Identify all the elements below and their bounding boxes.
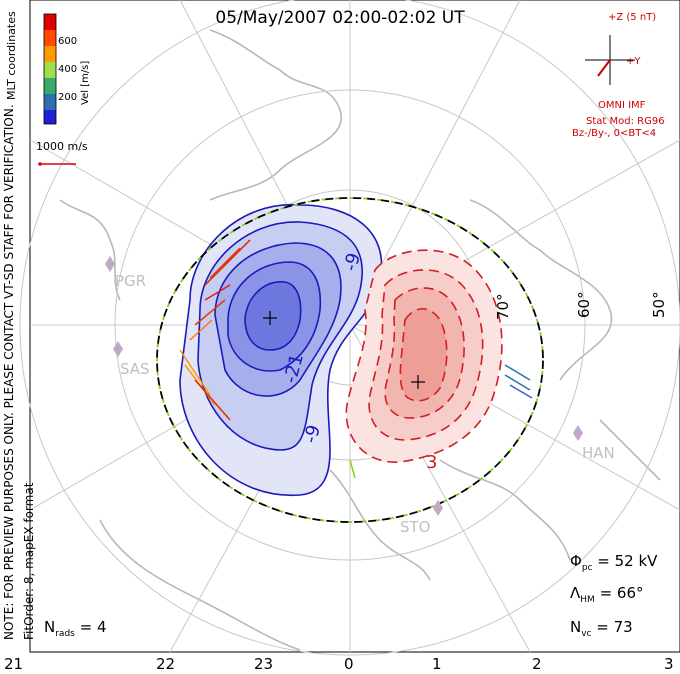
negative-potential-cell: [179, 203, 383, 496]
station-label-sto: STO: [400, 518, 431, 536]
n-rads-stat: Nrads = 4: [44, 618, 107, 639]
n-vc-stat: Nvc = 73: [570, 618, 633, 639]
lambda-hm-value: 66°: [616, 584, 644, 602]
fit-order-note: FitOrder: 8, mapEX format: [22, 482, 36, 640]
mlt-tick-2: 2: [532, 655, 542, 673]
mlt-tick-22: 22: [156, 655, 176, 673]
latitude-label-70: 70°: [494, 293, 512, 320]
colorbar-tick-400: 400: [58, 64, 78, 75]
mlt-tick-21: 21: [4, 655, 24, 673]
station-label-sas: SAS: [120, 360, 150, 378]
velocity-axis-label: Vel [m/s]: [80, 60, 91, 105]
mlt-tick-3: 3: [664, 655, 674, 673]
station-label-han: HAN: [582, 444, 615, 462]
phi-pc-value: 52 kV: [614, 552, 658, 570]
station-label-pgr: PGR: [115, 272, 147, 290]
latitude-label-60: 60°: [575, 291, 593, 318]
map-title: 05/May/2007 02:00-02:02 UT: [215, 8, 465, 28]
mlt-tick-0: 0: [344, 655, 354, 673]
stat-model-label: Stat Mod: RG96: [586, 116, 665, 127]
phi-pc-stat: Φpc = 52 kV: [570, 552, 658, 573]
imf-clock-icon: [585, 35, 635, 85]
coordinate-system-label: MLT coordinates: [5, 11, 18, 100]
n-rads-value: 4: [96, 618, 107, 636]
lambda-hm-stat: ΛHM = 66°: [570, 584, 644, 605]
hm-boundary: [156, 197, 544, 523]
n-vc-value: 73: [613, 618, 633, 636]
scale-bar-icon: [38, 162, 76, 166]
colorbar-tick-600: 600: [58, 36, 78, 47]
velocity-vectors: [179, 239, 533, 479]
imf-plus-z-label: +Z (5 nT): [608, 12, 657, 23]
colorbar-tick-200: 200: [58, 92, 78, 103]
scale-label: 1000 m/s: [36, 140, 88, 153]
imf-source-label: OMNI IMF: [598, 100, 646, 111]
velocity-color-bar: [43, 13, 57, 125]
map-frame: [29, 0, 680, 653]
preview-note: NOTE: FOR PREVIEW PURPOSES ONLY. PLEASE …: [2, 104, 16, 640]
mlt-tick-23: 23: [254, 655, 274, 673]
station-markers: [105, 256, 583, 516]
contour-label-pos-3: 3: [426, 452, 438, 473]
latitude-label-50: 50°: [650, 291, 668, 318]
coastlines: [59, 29, 661, 651]
potential-extrema: [263, 311, 425, 389]
mlt-tick-1: 1: [432, 655, 442, 673]
imf-plus-y-label: +Y: [626, 56, 641, 67]
imf-condition-label: Bz-/By-, 0<BT<4: [572, 128, 657, 139]
positive-potential-cell: [345, 249, 503, 463]
